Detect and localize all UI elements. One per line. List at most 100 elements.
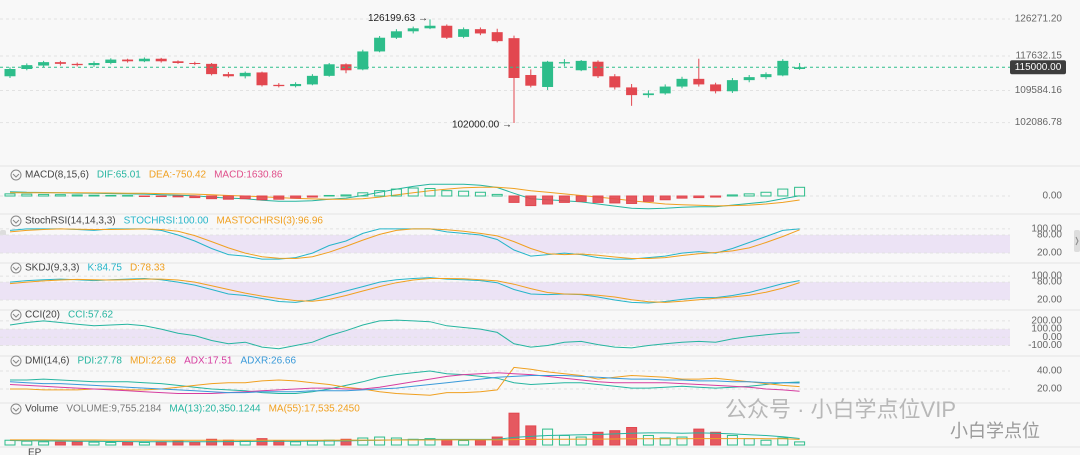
histogram-bar	[760, 191, 772, 197]
histogram-bar	[743, 193, 755, 197]
collapse-icon[interactable]	[10, 262, 22, 274]
legend-entry: MA(55):17,535.2450	[269, 404, 361, 415]
indicator-line	[9, 319, 800, 350]
candle-body	[357, 51, 369, 70]
y-tick-label: 102086.78	[1015, 117, 1063, 128]
volume-bar	[105, 441, 117, 446]
volume-bar	[794, 441, 806, 446]
histogram-bar	[138, 195, 150, 197]
candle-body	[306, 75, 318, 85]
indicator-line	[10, 186, 800, 207]
y-tick-label: 20.00	[1037, 295, 1062, 306]
y-tick-label: 20.00	[1037, 248, 1062, 259]
histogram-bar	[172, 195, 184, 198]
volume-bar	[626, 427, 638, 446]
panel-header: MACD(8,15,6) DIF:65.01 DEA:-750.42 MACD:163…	[10, 169, 283, 181]
volume-bar	[474, 439, 486, 446]
volume-bar	[491, 436, 503, 446]
legend-entry: DIF:65.01	[97, 170, 141, 181]
legend-entry: K:84.75	[87, 263, 122, 274]
indicator-line	[10, 438, 800, 441]
candle-body	[71, 63, 83, 66]
candle-body	[760, 74, 772, 78]
y-tick-label: -100.00	[1028, 340, 1062, 351]
panel-title: EP	[28, 448, 42, 455]
histogram-bar	[222, 195, 234, 200]
y-tick-label: 100.00	[1031, 224, 1062, 235]
volume-bar	[88, 441, 100, 446]
histogram-bar	[441, 190, 453, 197]
collapse-icon[interactable]	[10, 355, 22, 367]
collapse-chevron	[12, 313, 20, 318]
indicator-line	[9, 228, 800, 260]
candle-body	[542, 61, 554, 87]
candle-body	[525, 74, 537, 86]
histogram-bar	[323, 194, 335, 197]
volume-bar	[357, 437, 369, 446]
histogram-bar	[424, 188, 436, 197]
candle-body	[424, 25, 436, 29]
histogram-bar	[542, 195, 554, 205]
collapse-chevron	[12, 173, 20, 178]
collapse-icon[interactable]	[10, 403, 22, 415]
collapse-chevron	[12, 219, 20, 224]
collapse-icon[interactable]	[10, 169, 22, 181]
panel-header: CCI(20) CCI:57.62	[10, 309, 113, 321]
side-tab-right[interactable]	[1074, 230, 1080, 252]
y-tick-label: 109584.16	[1015, 85, 1063, 96]
candle-body	[256, 72, 268, 86]
legend-entry: MACD:1630.86	[214, 170, 283, 181]
histogram-bar	[88, 194, 100, 197]
histogram-bar	[626, 195, 638, 204]
collapse-icon[interactable]	[10, 309, 22, 321]
histogram-bar	[206, 195, 218, 200]
candle-body	[374, 37, 386, 52]
candle-body	[474, 29, 486, 34]
candle-body	[726, 80, 738, 92]
histogram-bar	[508, 195, 520, 203]
histogram-bar	[71, 194, 83, 197]
indicator-line	[10, 370, 800, 394]
histogram-bar	[676, 195, 688, 199]
candle-body	[743, 77, 755, 81]
histogram-bar	[407, 187, 419, 197]
panel-header: SKDJ(9,3,3) K:84.75 D:78.33	[10, 262, 165, 274]
candle-body	[273, 84, 285, 87]
band	[0, 282, 1010, 301]
volume-bar	[441, 439, 453, 446]
annotation: 126199.63 →	[368, 13, 428, 24]
panel-header: StochRSI(14,14,3,3) STOCHRSI:100.00 MASTOC…	[10, 215, 323, 227]
volume-bar	[575, 436, 587, 446]
candle-body	[642, 93, 654, 96]
last-price-box	[1010, 60, 1066, 75]
collapse-chevron	[12, 407, 20, 412]
candle-body	[441, 25, 453, 38]
watermark: 公众号 · 小白学点位VIP	[725, 397, 956, 422]
volume-bar	[676, 436, 688, 446]
y-tick-label: 0.00	[1043, 332, 1063, 343]
legend-entry: ADXR:26.66	[240, 356, 296, 367]
candle-body	[710, 84, 722, 92]
panel-title: DMI(14,6)	[25, 356, 69, 367]
collapse-chevron	[12, 359, 20, 364]
volume-bar	[609, 430, 621, 446]
histogram-bar	[340, 194, 352, 197]
candle-body	[458, 29, 470, 37]
candle-body	[88, 62, 100, 66]
collapse-icon[interactable]	[10, 215, 22, 227]
legend-entry: PDI:27.78	[77, 356, 122, 367]
histogram-bar	[458, 190, 470, 197]
candle-body	[172, 61, 184, 63]
candle-body	[239, 72, 251, 77]
panel-title: SKDJ(9,3,3)	[25, 263, 79, 274]
panel-title: CCI(20)	[25, 310, 60, 321]
panel-title: Volume	[25, 404, 59, 415]
indicator-line	[10, 366, 800, 396]
volume-bar	[374, 436, 386, 446]
volume-bar	[306, 440, 318, 446]
volume-bar	[642, 434, 654, 446]
panel-header: Volume VOLUME:9,755.2184 MA(13):20,350.124…	[10, 403, 361, 415]
volume-bar	[38, 441, 50, 446]
